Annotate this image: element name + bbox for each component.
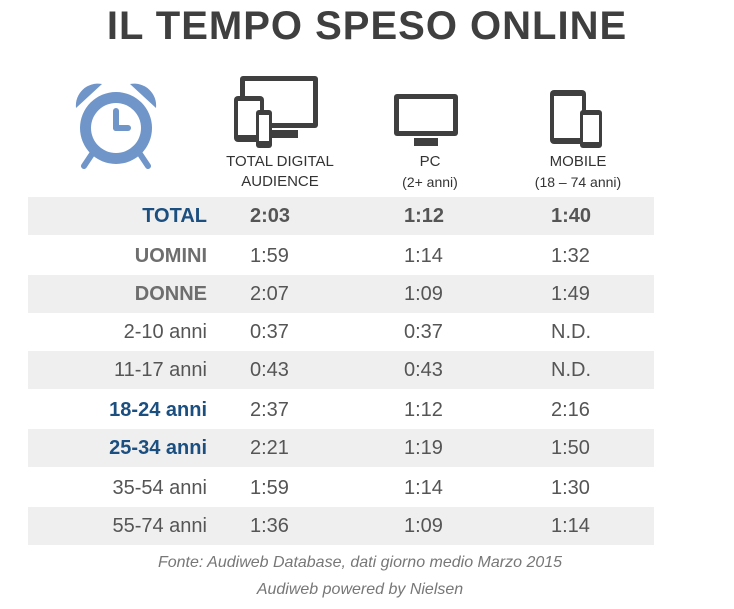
value-mobile: 1:49 (551, 283, 590, 305)
value-mobile: 1:40 (551, 205, 592, 227)
row-label: UOMINI (134, 245, 207, 267)
value-pc: 1:09 (404, 283, 443, 305)
value-mobile: 1:30 (551, 477, 590, 499)
column-title: MOBILE (549, 153, 607, 170)
value-mobile: 1:50 (551, 437, 590, 459)
devices-icon (232, 74, 322, 150)
value-pc: 1:12 (404, 205, 445, 227)
column-header-mobile: MOBILE (18 – 74 anni) (513, 152, 643, 192)
row-label: 25-34 anni (109, 437, 207, 459)
column-title: PC (419, 153, 441, 170)
value-pc: 1:12 (404, 399, 443, 421)
value-pc: 1:14 (404, 477, 443, 499)
value-total-digital: 0:37 (250, 321, 289, 343)
table-row-35-54: 35-54 anni 1:59 1:14 1:30 (28, 469, 654, 507)
monitor-icon (392, 92, 460, 148)
row-label: DONNE (134, 283, 207, 305)
value-mobile: N.D. (551, 359, 591, 381)
value-total-digital: 1:59 (250, 245, 289, 267)
row-label: 2-10 anni (123, 321, 207, 343)
table-row-11-17: 11-17 anni 0:43 0:43 N.D. (28, 351, 654, 389)
value-pc: 0:37 (404, 321, 443, 343)
value-mobile: N.D. (551, 321, 591, 343)
table-row-18-24: 18-24 anni 2:37 1:12 2:16 (28, 391, 654, 429)
column-title: TOTAL DIGITAL AUDIENCE (226, 153, 334, 190)
table-row-25-34: 25-34 anni 2:21 1:19 1:50 (28, 429, 654, 467)
value-mobile: 2:16 (551, 399, 590, 421)
source-note: Fonte: Audiweb Database, dati giorno med… (157, 554, 563, 571)
page-title: IL TEMPO SPESO ONLINE (106, 4, 628, 48)
row-label: 11-17 anni (113, 359, 207, 381)
table-row-55-74: 55-74 anni 1:36 1:09 1:14 (28, 507, 654, 545)
value-total-digital: 2:37 (250, 399, 289, 421)
value-total-digital: 2:21 (250, 437, 289, 459)
table-row-total: TOTAL 2:03 1:12 1:40 (28, 197, 654, 235)
value-mobile: 1:14 (551, 515, 590, 537)
alarm-clock-icon (72, 78, 160, 170)
column-subtitle: (18 – 74 anni) (534, 174, 622, 190)
column-subtitle: (2+ anni) (402, 174, 458, 190)
value-pc: 1:14 (404, 245, 443, 267)
row-label: 55-74 anni (112, 515, 207, 537)
value-mobile: 1:32 (551, 245, 590, 267)
value-pc: 0:43 (404, 359, 443, 381)
value-total-digital: 0:43 (250, 359, 289, 381)
table-row-2-10: 2-10 anni 0:37 0:37 N.D. (28, 313, 654, 351)
row-label: TOTAL (142, 205, 207, 227)
column-header-pc: PC (2+ anni) (370, 152, 490, 192)
value-total-digital: 1:59 (250, 477, 289, 499)
tablet-phone-icon (548, 88, 606, 150)
value-total-digital: 2:03 (250, 205, 291, 227)
table-row-donne: DONNE 2:07 1:09 1:49 (28, 275, 654, 313)
value-pc: 1:09 (404, 515, 443, 537)
value-pc: 1:19 (404, 437, 443, 459)
value-total-digital: 2:07 (250, 283, 289, 305)
row-label: 35-54 anni (112, 477, 207, 499)
row-label: 18-24 anni (109, 399, 207, 421)
value-total-digital: 1:36 (250, 515, 289, 537)
table-row-uomini: UOMINI 1:59 1:14 1:32 (28, 237, 654, 275)
credit-note: Audiweb powered by Nielsen (256, 581, 464, 598)
